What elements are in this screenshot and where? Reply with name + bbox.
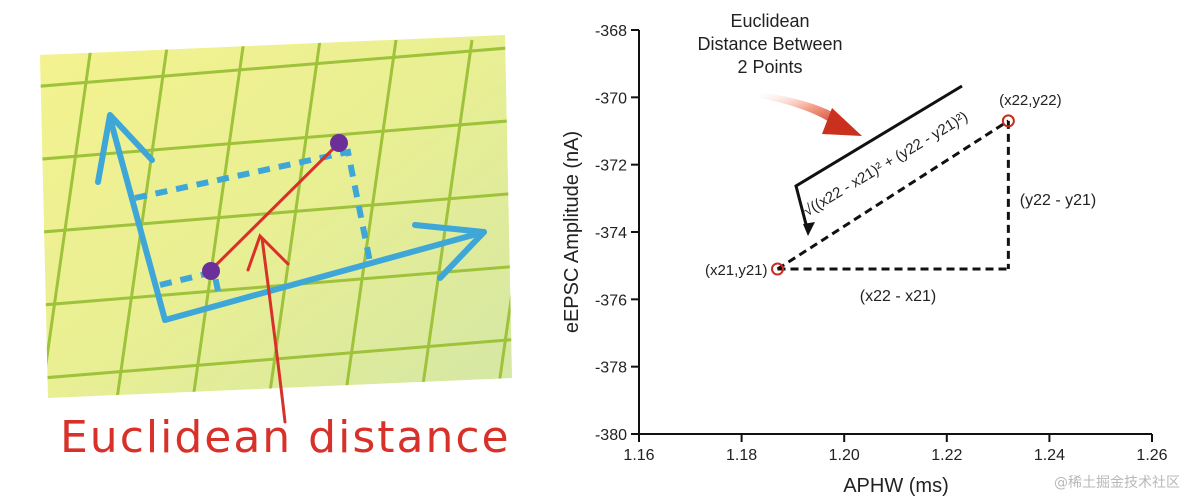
x-tick-label: 1.18 [726,447,757,464]
grid-paper [40,35,512,398]
distance-triangle [776,119,1010,271]
point-2 [1001,114,1015,128]
y-ticks: -368 -370 -372 -374 -376 -378 -380 [595,23,639,444]
left-illustration: Euclidean distance [40,35,512,463]
dx-label: (x22 - x21) [860,288,936,305]
dotted-small [159,268,223,301]
pointer-arrow [246,233,290,424]
watermark: @稀土掘金技术社区 [1054,475,1180,491]
point-1-label: (x21,y21) [705,262,768,279]
y-tick-label: -368 [595,23,627,40]
x-tick-label: 1.24 [1034,447,1065,464]
y-tick-label: -380 [595,427,627,444]
x-tick-label: 1.22 [931,447,962,464]
dy-label: (y22 - y21) [1020,192,1096,209]
x-ticks: 1.16 1.18 1.20 1.22 1.24 1.26 [623,434,1168,464]
y-axis-arrow [107,115,168,323]
annotation-arrow [760,92,862,136]
y-tick-label: -376 [595,292,627,309]
y-axis-arrow-head [95,112,155,185]
annotation-line-3: 2 Points [737,57,802,77]
grid-lines [40,39,512,398]
annotation-title: Euclidean Distance Between 2 Points [697,11,842,77]
radical-tick [803,222,815,236]
point-1 [771,262,785,276]
radical-sign [794,84,963,233]
dotted-box [134,148,373,263]
point-b [330,134,348,152]
annotation-line-2: Distance Between [697,34,842,54]
chart: -368 -370 -372 -374 -376 -378 -380 1.16 1.18 1.2… [561,11,1168,497]
x-axis-arrow [162,229,487,323]
y-tick-label: -372 [595,158,627,175]
blue-axes [95,112,487,323]
annotation-line-1: Euclidean [730,11,809,31]
y-tick-label: -374 [595,225,627,242]
y-tick-label: -370 [595,90,627,107]
point-a [202,262,220,280]
hypotenuse-line [776,119,1010,271]
distance-line [209,142,340,272]
x-tick-label: 1.20 [829,447,860,464]
left-caption: Euclidean distance [60,412,511,463]
point-2-label: (x22,y22) [999,92,1062,109]
y-axis-label: eEPSC Amplitude (nA) [561,131,583,333]
x-tick-label: 1.16 [623,447,654,464]
x-tick-label: 1.26 [1136,447,1167,464]
x-axis-arrow-head [412,222,487,281]
dotted-projections [134,148,373,301]
y-tick-label: -378 [595,360,627,377]
x-axis-label: APHW (ms) [843,475,949,497]
